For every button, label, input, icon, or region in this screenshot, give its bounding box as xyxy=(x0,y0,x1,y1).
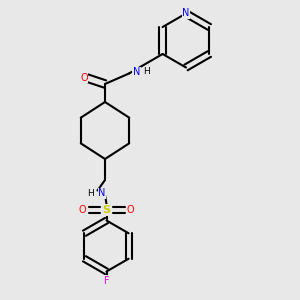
Text: O: O xyxy=(80,73,88,83)
Text: H: H xyxy=(144,68,150,76)
Text: N: N xyxy=(182,8,190,19)
Text: N: N xyxy=(133,67,140,77)
Text: F: F xyxy=(104,275,109,286)
Text: N: N xyxy=(98,188,106,199)
Text: S: S xyxy=(103,205,110,215)
Text: O: O xyxy=(127,205,134,215)
Text: O: O xyxy=(79,205,86,215)
Text: H: H xyxy=(87,189,93,198)
